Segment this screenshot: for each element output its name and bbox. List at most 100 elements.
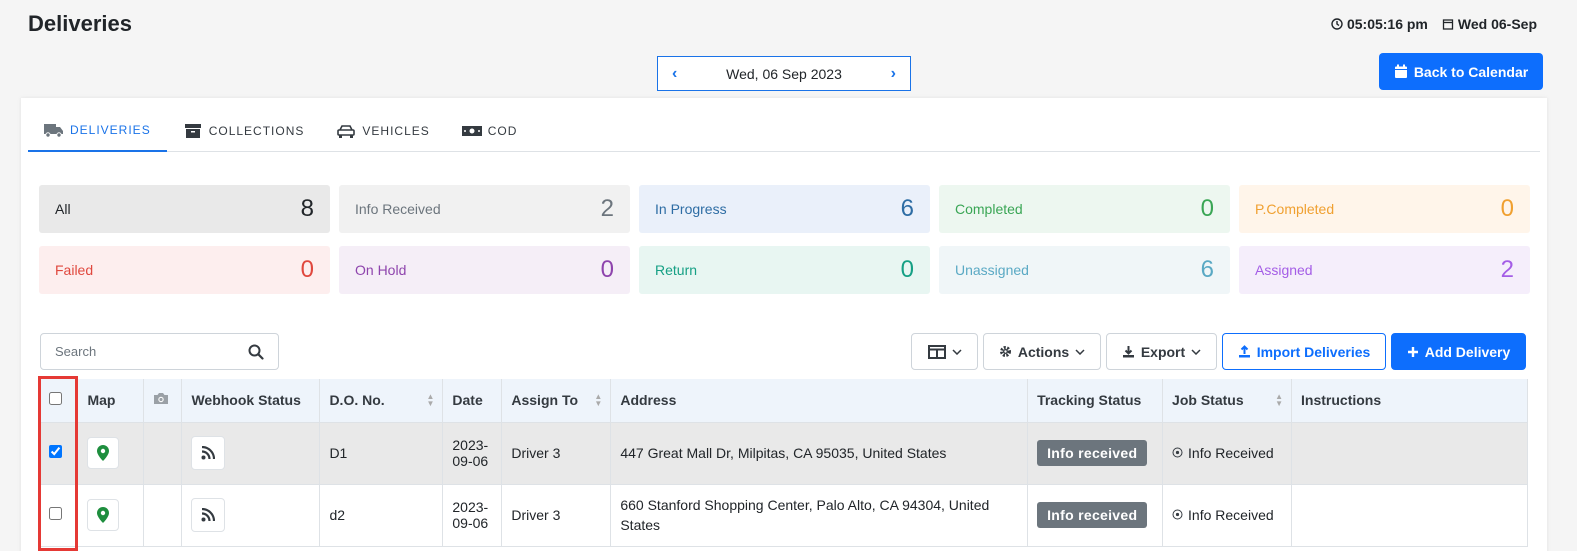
tab-deliveries[interactable]: DELIVERIES	[28, 110, 167, 152]
chevron-down-icon	[951, 348, 962, 355]
import-deliveries-button[interactable]: Import Deliveries	[1222, 333, 1386, 370]
status-filter-all[interactable]: All 8	[39, 185, 330, 233]
select-all-checkbox[interactable]	[49, 392, 62, 406]
map-button[interactable]	[87, 499, 120, 531]
status-filter-label: Info Received	[355, 201, 441, 217]
webhook-button[interactable]	[191, 498, 226, 532]
webhook-button[interactable]	[191, 436, 226, 470]
status-dot-icon	[1172, 509, 1183, 520]
tab-collections[interactable]: COLLECTIONS	[167, 110, 321, 152]
actions-label: Actions	[1017, 343, 1070, 360]
webhook-cell	[181, 422, 321, 485]
job-status-header-label: Job Status	[1172, 392, 1244, 409]
map-button[interactable]	[87, 437, 120, 469]
chevron-down-icon	[1075, 348, 1085, 355]
export-button[interactable]: Export	[1106, 333, 1217, 370]
date-line: 2023-	[452, 437, 489, 453]
do-no-cell[interactable]: d2	[319, 484, 444, 547]
columns-icon	[927, 344, 946, 359]
sort-icon[interactable]: ▲ ▼	[594, 392, 603, 408]
sort-icon[interactable]: ▲ ▼	[426, 392, 435, 408]
table-row[interactable]: d2 2023- 09-06 Driver 3 660 Stanford Shoppin…	[40, 484, 1528, 547]
deliveries-table: Map Webhook Status D.O. No. ▲ ▼ Date Assig…	[40, 379, 1528, 547]
tab-vehicles[interactable]: VEHICLES	[320, 110, 445, 152]
status-filter-count: 0	[1500, 195, 1514, 222]
chevron-left-icon[interactable]: ‹	[672, 64, 678, 82]
status-filter-count: 2	[600, 195, 614, 222]
job-status-column-header[interactable]: Job Status ▲ ▼	[1162, 379, 1293, 423]
status-filter-on-hold[interactable]: On Hold 0	[339, 246, 630, 294]
column-toggle-button[interactable]	[911, 333, 978, 370]
tab-vehicles-label: VEHICLES	[362, 124, 430, 138]
status-filter-label: Assigned	[1255, 262, 1313, 278]
add-delivery-button[interactable]: Add Delivery	[1391, 333, 1526, 370]
tracking-status-column-header[interactable]: Tracking Status	[1027, 379, 1164, 423]
do-no-cell[interactable]: D1	[319, 422, 444, 485]
date-line: 2023-	[452, 499, 489, 515]
tab-collections-label: COLLECTIONS	[208, 124, 305, 138]
status-filter-return[interactable]: Return 0	[639, 246, 930, 294]
row-checkbox[interactable]	[49, 445, 62, 458]
status-filter-info-received[interactable]: Info Received 2	[339, 185, 630, 233]
job-status-cell: Info Received	[1162, 484, 1293, 547]
add-delivery-label: Add Delivery	[1424, 343, 1511, 360]
assign-to-column-header[interactable]: Assign To ▲ ▼	[501, 379, 612, 423]
date-line: 09-06	[452, 515, 489, 531]
sort-icon[interactable]: ▲ ▼	[1275, 392, 1284, 408]
actions-button[interactable]: Actions	[983, 333, 1101, 370]
webhook-cell	[181, 484, 321, 547]
deliveries-card: DELIVERIES COLLECTIONS VEHICLES COD All 8…	[21, 98, 1547, 551]
archive-icon	[184, 124, 201, 138]
clock: 05:05:16 pm Wed 06-Sep	[1331, 16, 1537, 32]
upload-icon	[1238, 345, 1250, 358]
date-column-header[interactable]: Date	[442, 379, 503, 423]
status-filter-count: 0	[300, 256, 314, 283]
tracking-status-badge: Info received	[1037, 502, 1148, 528]
search-icon[interactable]	[248, 344, 264, 360]
status-filter-label: P.Completed	[1255, 201, 1335, 217]
row-select-cell	[40, 422, 79, 485]
row-checkbox[interactable]	[49, 507, 62, 520]
truck-icon	[44, 124, 63, 138]
status-filter-count: 2	[1500, 256, 1514, 283]
page-title: Deliveries	[28, 11, 132, 36]
date-cell: 2023- 09-06	[442, 484, 503, 547]
money-icon	[461, 126, 482, 136]
instructions-column-header[interactable]: Instructions	[1291, 379, 1528, 423]
chevron-right-icon[interactable]: ›	[890, 64, 896, 82]
search-box	[40, 333, 279, 370]
webhook-status-column-header[interactable]: Webhook Status	[181, 379, 321, 423]
status-filter-label: Completed	[955, 201, 1023, 217]
map-pin-icon	[97, 507, 110, 523]
date-display[interactable]: Wed, 06 Sep 2023	[726, 65, 842, 82]
tracking-status-badge: Info received	[1037, 440, 1148, 466]
photo-cell	[143, 422, 183, 485]
status-filter-assigned[interactable]: Assigned 2	[1239, 246, 1530, 294]
address-cell: 660 Stanford Shopping Center, Palo Alto,…	[610, 484, 1029, 547]
tab-cod-label: COD	[487, 124, 518, 138]
job-status-label: Info Received	[1188, 506, 1274, 523]
instructions-cell	[1291, 484, 1528, 547]
back-to-calendar-button[interactable]: Back to Calendar	[1379, 53, 1543, 90]
deliveries-table-wrap: Map Webhook Status D.O. No. ▲ ▼ Date Assig…	[40, 379, 1528, 547]
status-filter-label: Return	[655, 262, 698, 278]
table-row[interactable]: D1 2023- 09-06 Driver 3 447 Great Mall Dr, M…	[40, 422, 1528, 485]
status-filter-unassigned[interactable]: Unassigned 6	[939, 246, 1230, 294]
status-filter-in-progress[interactable]: In Progress 6	[639, 185, 930, 233]
assign-to-cell: Driver 3	[501, 484, 612, 547]
status-filter-completed[interactable]: Completed 0	[939, 185, 1230, 233]
address-column-header[interactable]: Address	[610, 379, 1029, 423]
status-filter-grid: All 8 Info Received 2 In Progress 6 Completed 0…	[39, 185, 1530, 294]
address-cell: 447 Great Mall Dr, Milpitas, CA 95035, U…	[610, 422, 1029, 485]
status-filter-p-completed[interactable]: P.Completed 0	[1239, 185, 1530, 233]
status-filter-failed[interactable]: Failed 0	[39, 246, 330, 294]
job-status-cell: Info Received	[1162, 422, 1293, 485]
tab-cod[interactable]: COD	[446, 110, 534, 152]
gear-icon	[999, 346, 1011, 357]
photo-cell	[143, 484, 183, 547]
back-to-calendar-label: Back to Calendar	[1413, 63, 1529, 80]
map-column-header[interactable]: Map	[77, 379, 145, 423]
table-toolbar: Actions Export Import Deliveries Add Del…	[911, 333, 1526, 370]
do-no-column-header[interactable]: D.O. No. ▲ ▼	[319, 379, 444, 423]
search-input[interactable]	[55, 344, 225, 359]
